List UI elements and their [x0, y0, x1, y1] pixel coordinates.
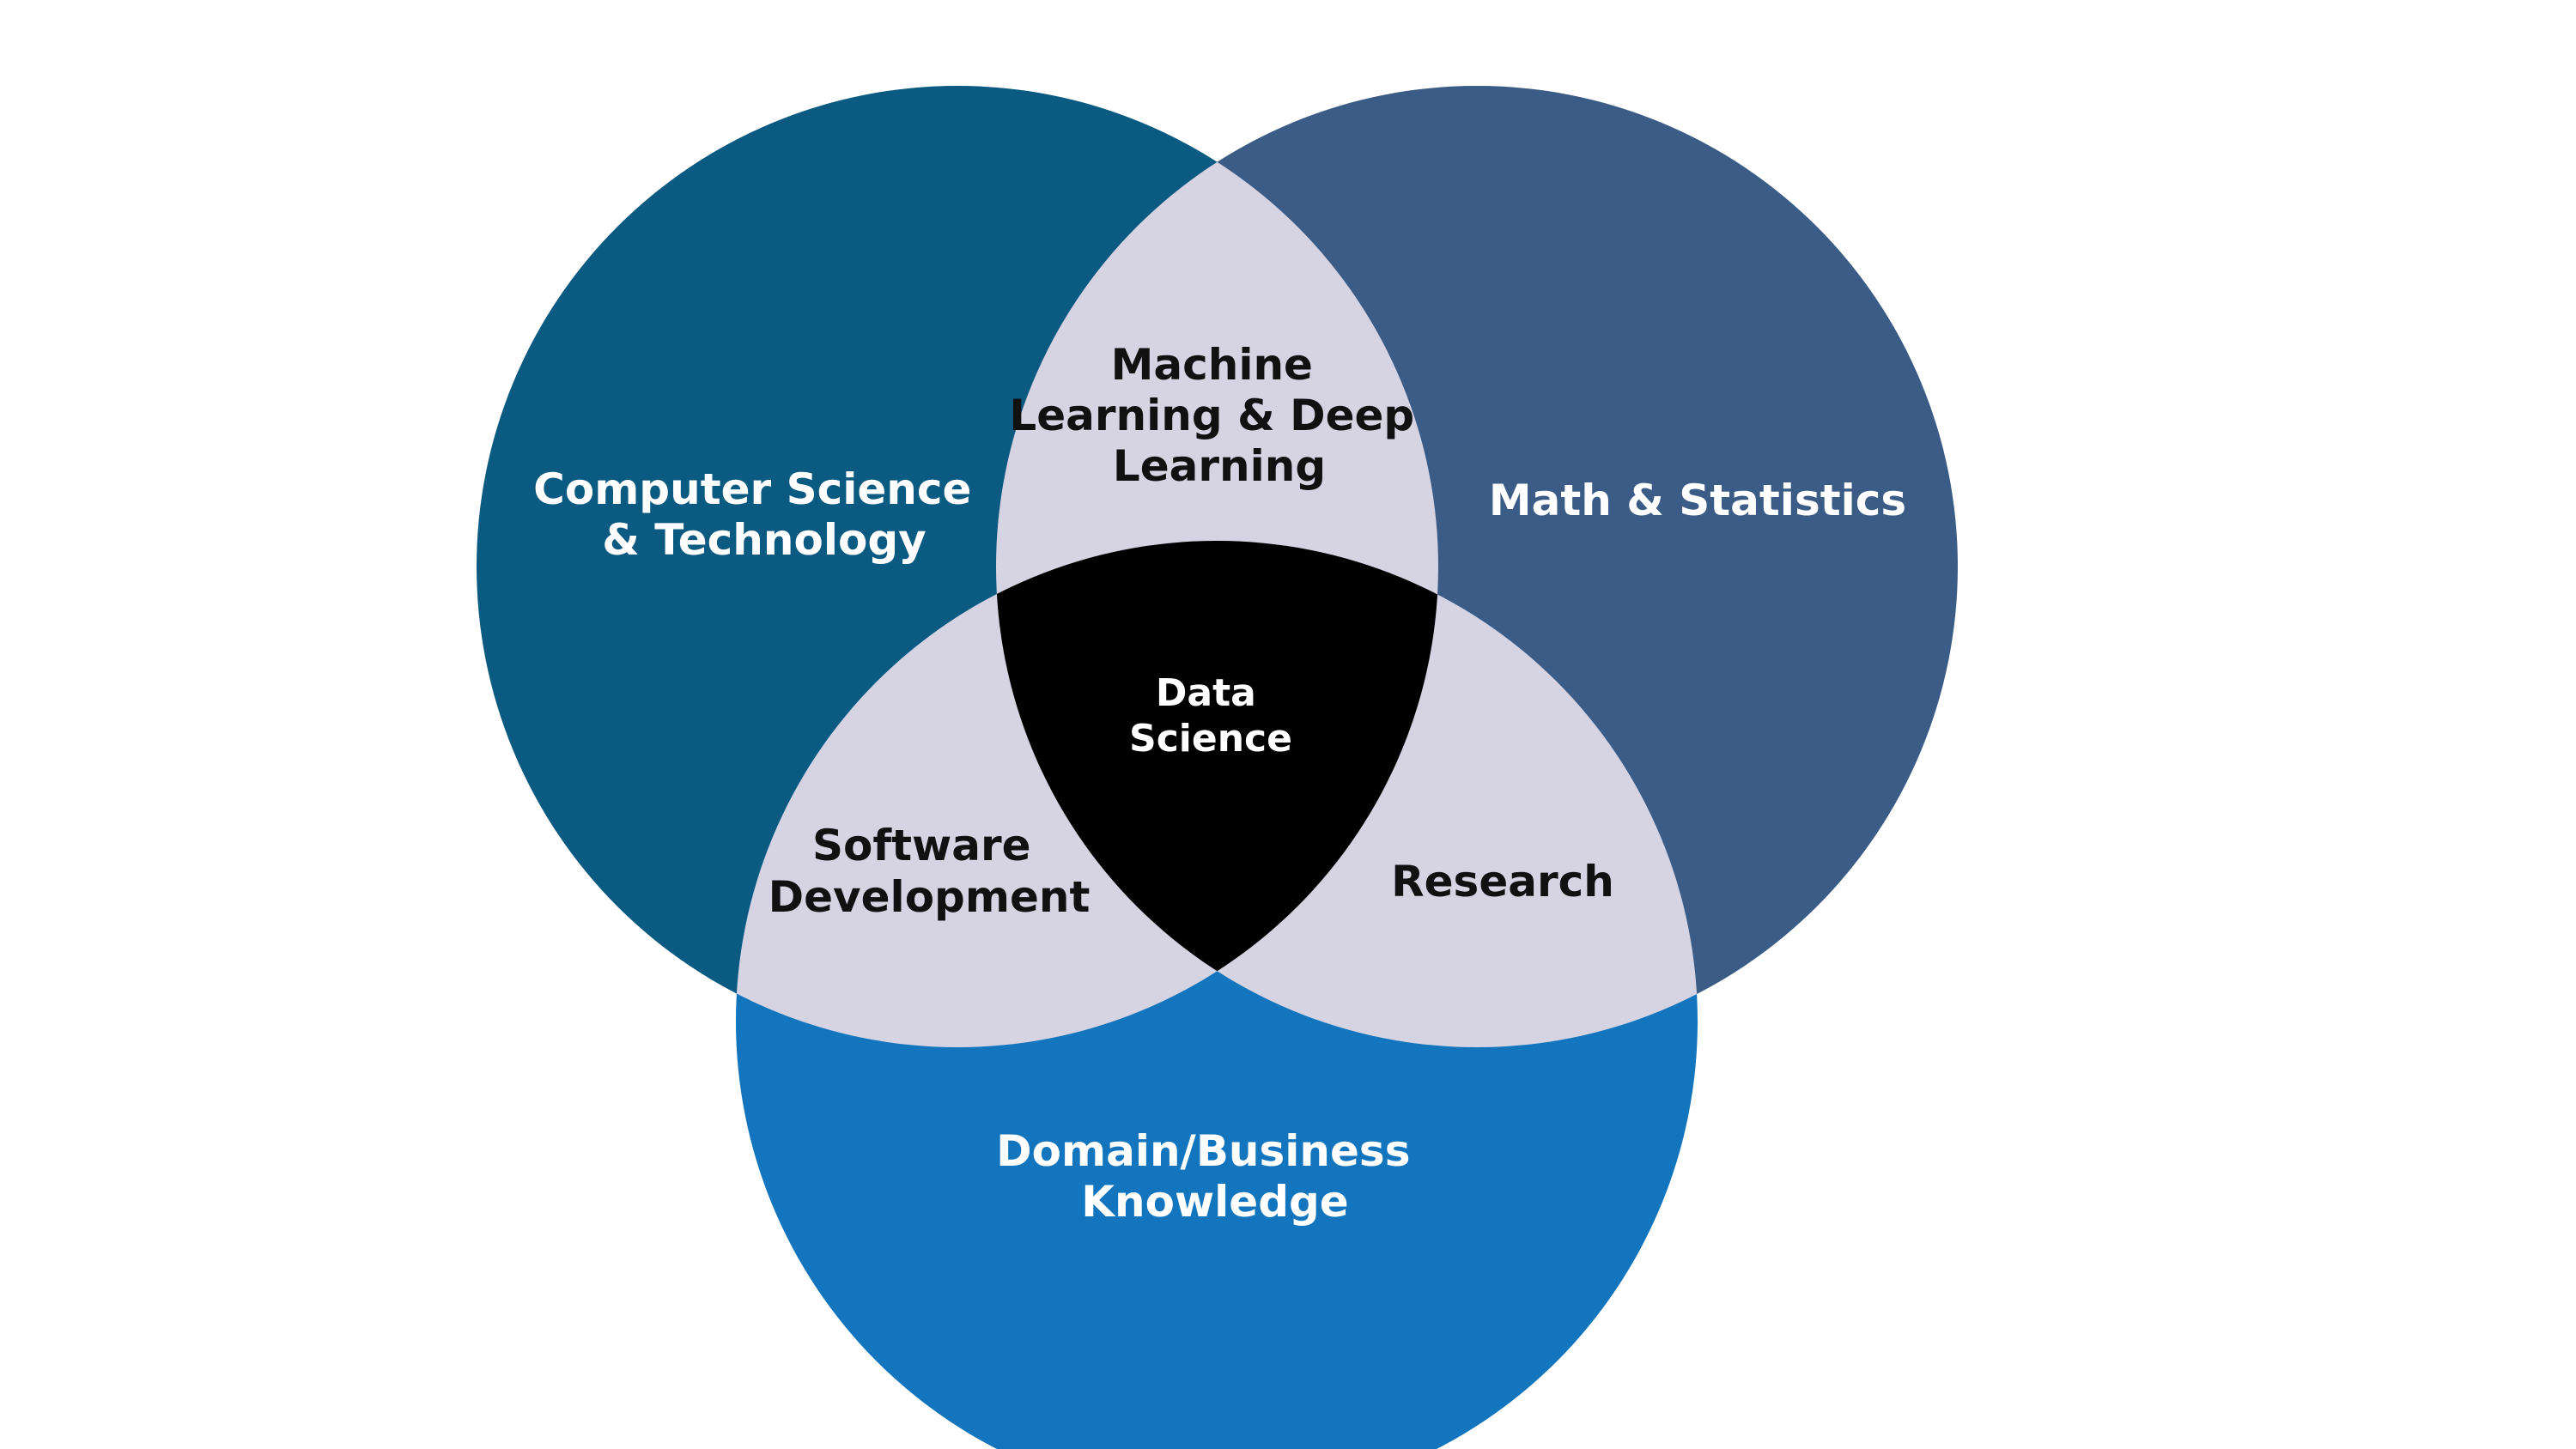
label-cs: Computer Science & Technology: [533, 464, 987, 565]
label-math-domain-overlap: Research: [1391, 857, 1614, 906]
label-cs-math-overlap: Machine Learning & Deep Learning: [1009, 340, 1429, 491]
label-center: Data Science: [1129, 671, 1292, 761]
label-cs-domain-overlap: Software Development: [769, 821, 1091, 922]
label-math: Math & Statistics: [1489, 476, 1906, 525]
label-domain: Domain/Business Knowledge: [996, 1126, 1425, 1227]
